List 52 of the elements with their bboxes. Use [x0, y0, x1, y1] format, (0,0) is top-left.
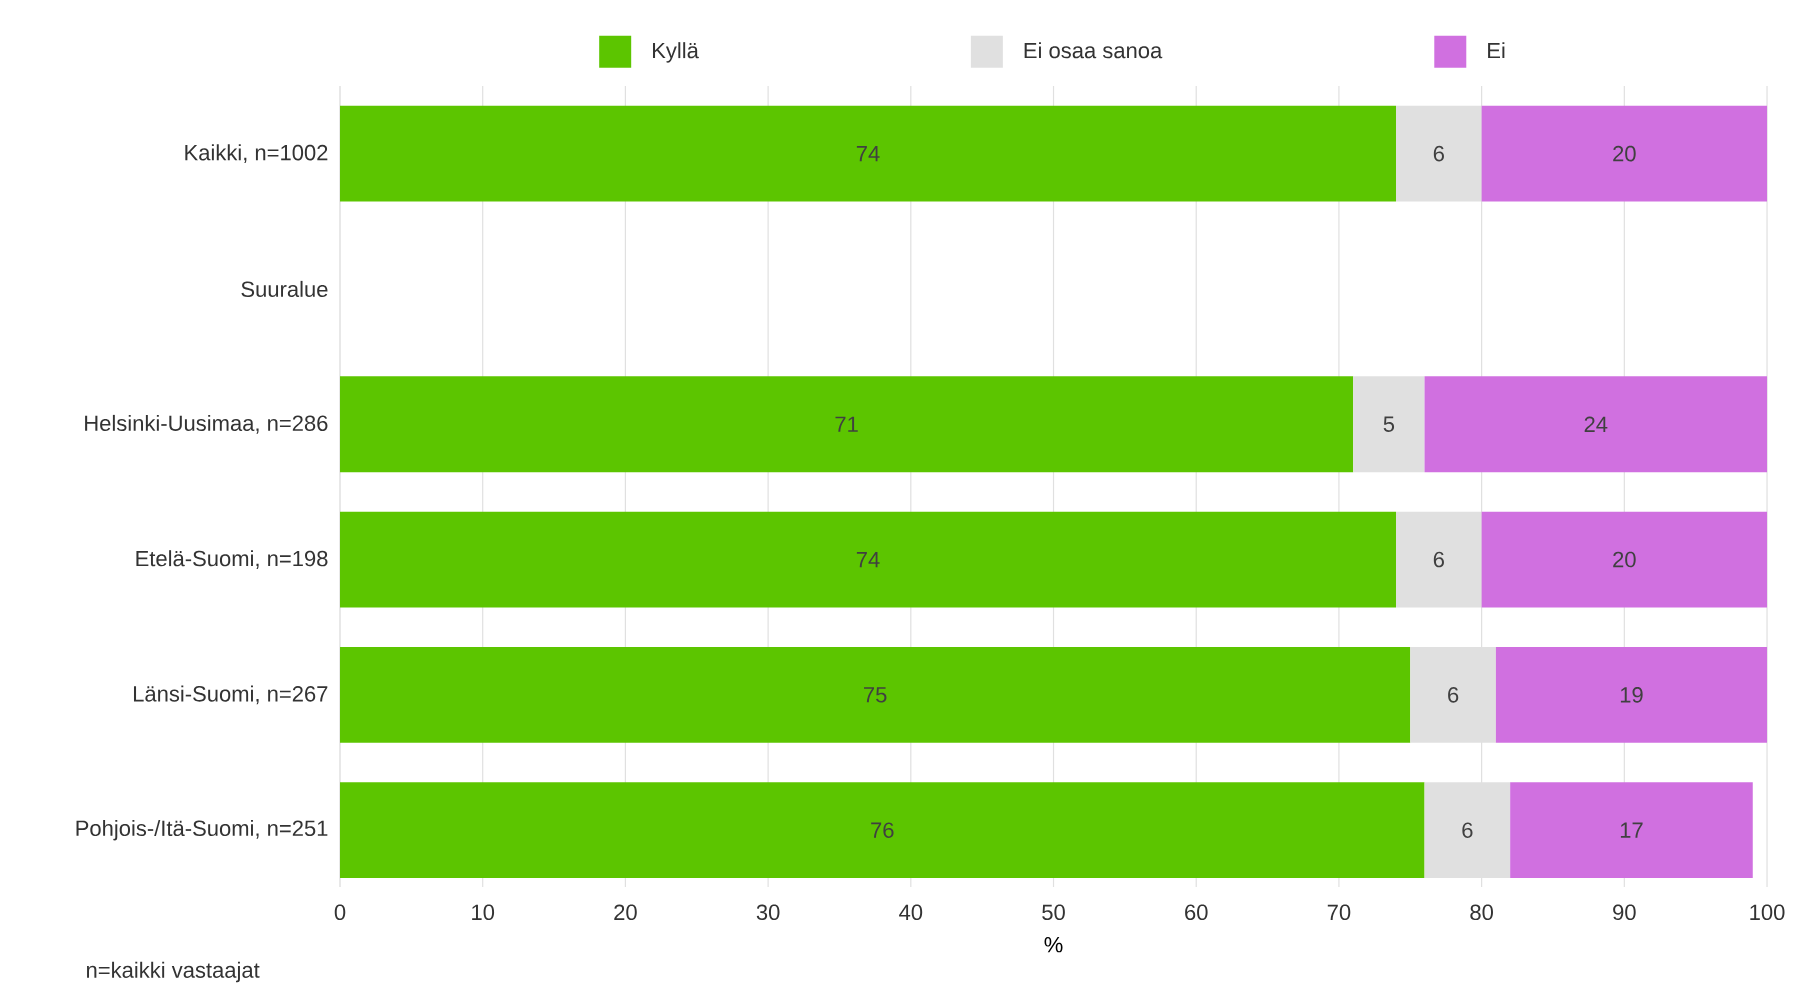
data-label: 76 — [871, 822, 894, 839]
x-tick-label: 60 — [1185, 904, 1208, 921]
y-tick-label: Suuralue — [241, 281, 328, 298]
x-tick-label: 100 — [1750, 904, 1785, 921]
bar — [1481, 105, 1768, 202]
bar — [1481, 511, 1768, 608]
y-tick-label: Pohjois-/Itä-Suomi, n=251 — [76, 820, 328, 841]
y-tick-label: Etelä-Suomi, n=198 — [136, 550, 328, 570]
y-tick-label: Länsi-Suomi, n=267 — [133, 685, 328, 705]
bar — [1424, 376, 1768, 473]
data-label: 6 — [1433, 146, 1444, 162]
data-label: 6 — [1433, 551, 1444, 568]
x-tick-label: 0 — [334, 904, 346, 921]
x-tick-label: 90 — [1613, 904, 1636, 921]
bar — [340, 376, 1354, 473]
bar — [340, 782, 1425, 879]
data-label: 5 — [1383, 416, 1395, 433]
text: n=kaikki vastaajat — [87, 961, 260, 983]
x-tick-label: 70 — [1327, 904, 1351, 921]
data-label: 74 — [856, 146, 880, 162]
data-label: 71 — [835, 416, 858, 433]
x-tick-label: 50 — [1042, 904, 1065, 921]
bar — [340, 105, 1396, 202]
x-tick-label: 80 — [1470, 904, 1493, 921]
legend-label: Kyllä — [653, 42, 699, 63]
x-tick-label: 30 — [756, 904, 780, 921]
data-label: 20 — [1613, 551, 1636, 568]
x-tick-label: 10 — [472, 904, 495, 921]
x-axis-title: % — [1044, 937, 1063, 953]
bar — [1410, 647, 1496, 743]
bar — [1396, 511, 1482, 608]
bar — [1353, 376, 1425, 473]
legend-label: Ei osaa sanoa — [1024, 42, 1163, 59]
data-label: 74 — [856, 552, 880, 568]
bar — [1495, 647, 1768, 743]
bar — [1510, 782, 1753, 879]
data-label: 6 — [1462, 822, 1473, 839]
x-tick-label: 40 — [899, 904, 923, 921]
bar — [340, 511, 1396, 608]
data-label: 6 — [1448, 687, 1459, 703]
bar — [340, 647, 1411, 743]
bar — [1396, 105, 1482, 202]
data-label: 20 — [1613, 146, 1636, 162]
data-label: 17 — [1620, 822, 1643, 838]
y-tick-label: Helsinki-Uusimaa, n=286 — [85, 415, 328, 434]
y-tick-label: Kaikki, n=1002 — [185, 144, 328, 164]
x-tick-label: 20 — [614, 904, 637, 921]
data-label: 24 — [1584, 416, 1608, 433]
bar — [1424, 782, 1511, 879]
data-label: 75 — [864, 687, 887, 703]
data-label: 19 — [1620, 687, 1643, 703]
legend-label: Ei — [1488, 42, 1505, 59]
